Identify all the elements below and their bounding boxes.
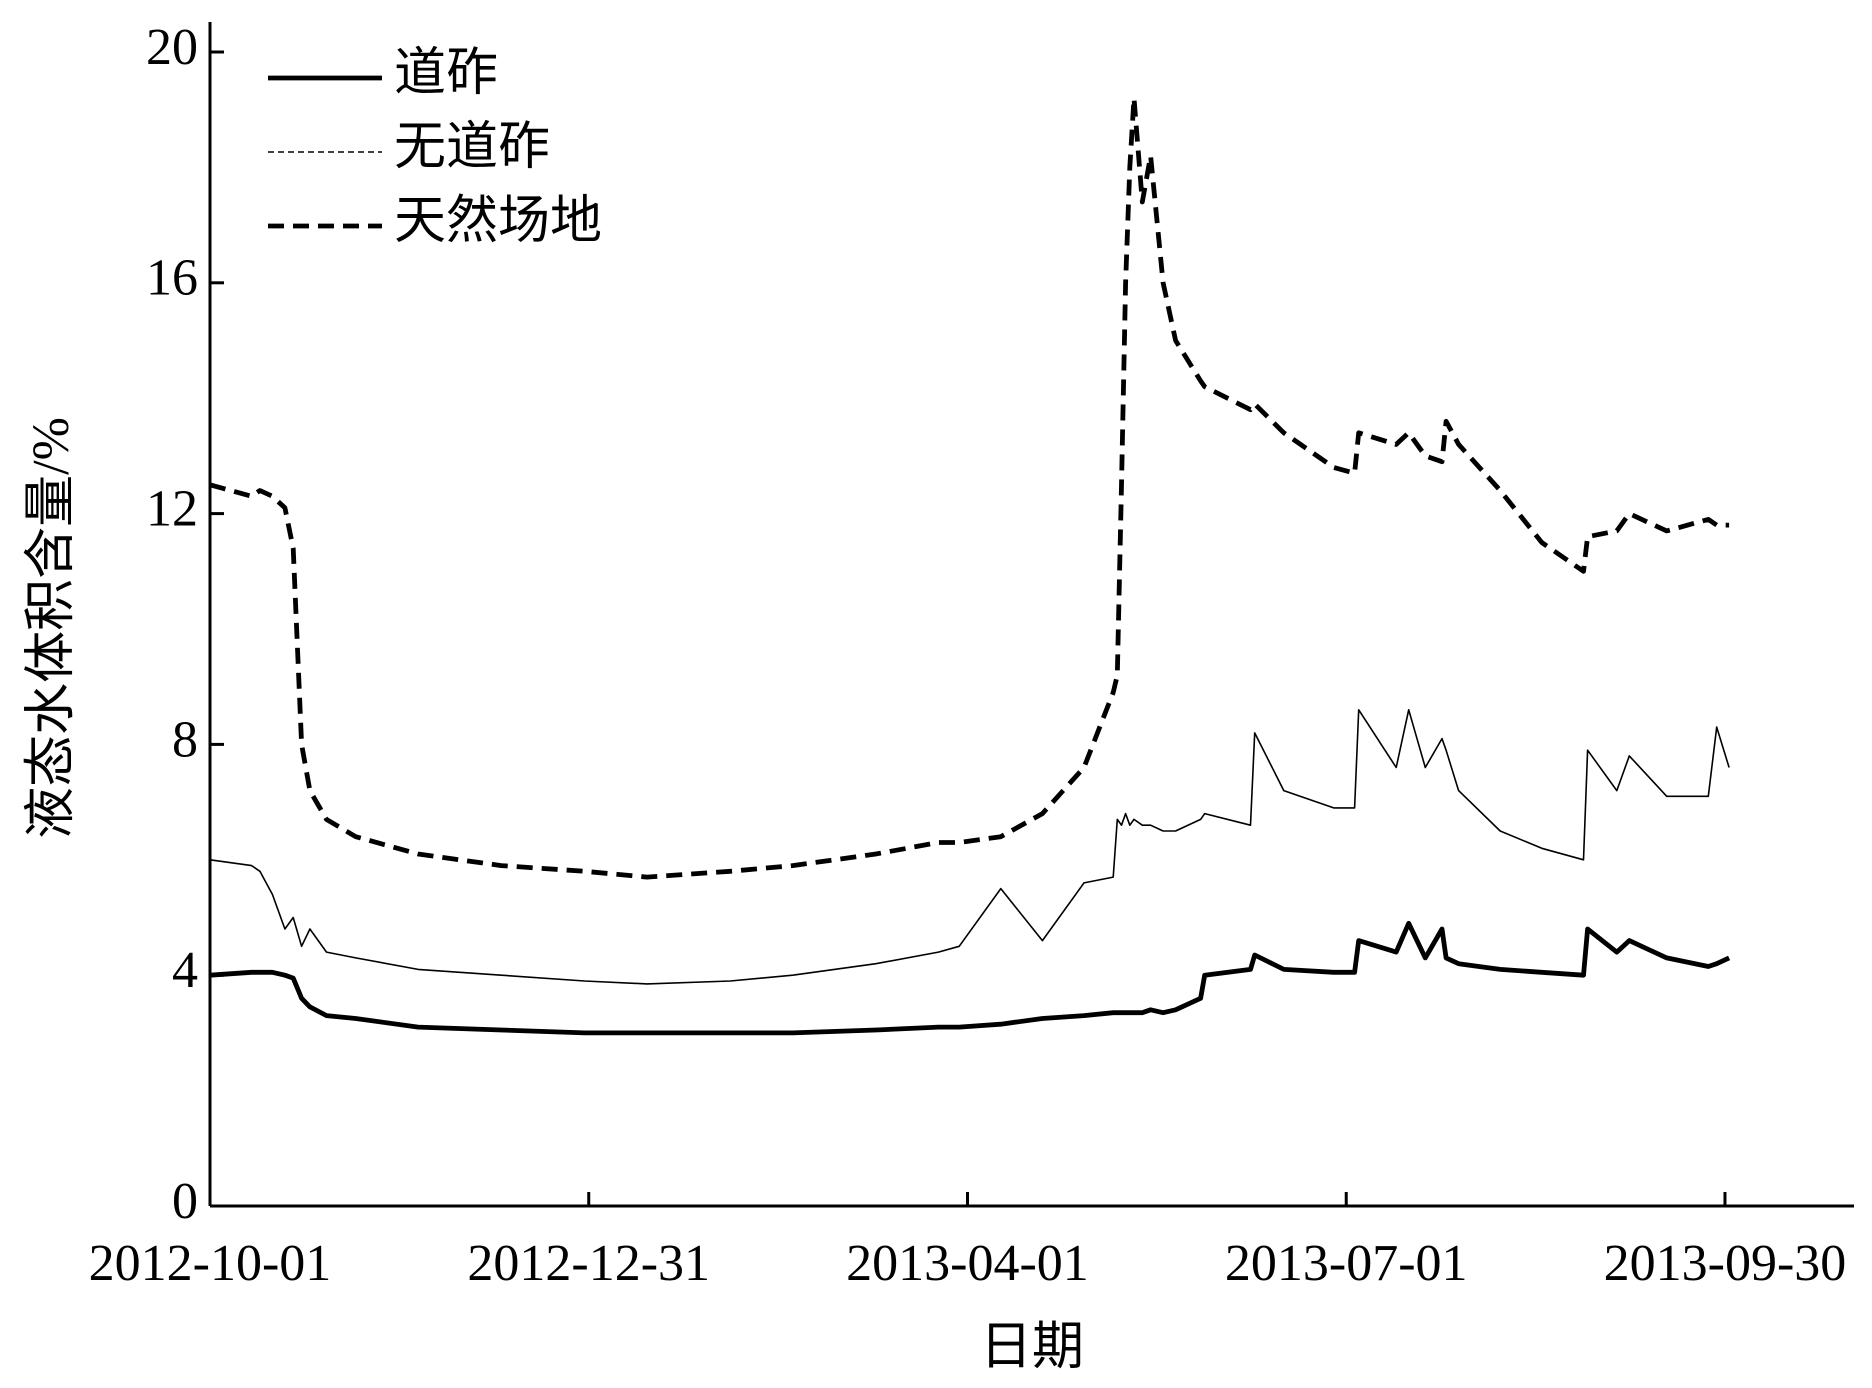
y-tick-label: 0 xyxy=(172,1173,198,1230)
x-tick-label: 2013-04-01 xyxy=(846,1235,1089,1292)
series-line xyxy=(209,95,1730,880)
legend-label: 道砟 xyxy=(394,45,498,102)
legend-label: 无道砟 xyxy=(394,119,550,176)
legend-label: 天然场地 xyxy=(394,193,602,250)
series-line xyxy=(209,709,1730,985)
x-tick-label: 2013-07-01 xyxy=(1225,1235,1468,1292)
series-line xyxy=(209,920,1731,1036)
x-axis-label: 日期 xyxy=(980,1319,1084,1376)
y-tick-label: 8 xyxy=(172,711,198,768)
y-axis-label: 液态水体积含量/% xyxy=(23,417,80,839)
y-tick-label: 16 xyxy=(146,250,198,307)
y-tick-label: 12 xyxy=(146,481,198,538)
x-tick-label: 2012-12-31 xyxy=(467,1235,710,1292)
x-tick-label: 2013-09-30 xyxy=(1604,1235,1847,1292)
x-tick-label: 2012-10-01 xyxy=(89,1235,332,1292)
y-tick-label: 4 xyxy=(172,942,198,999)
y-tick-label: 20 xyxy=(146,19,198,76)
